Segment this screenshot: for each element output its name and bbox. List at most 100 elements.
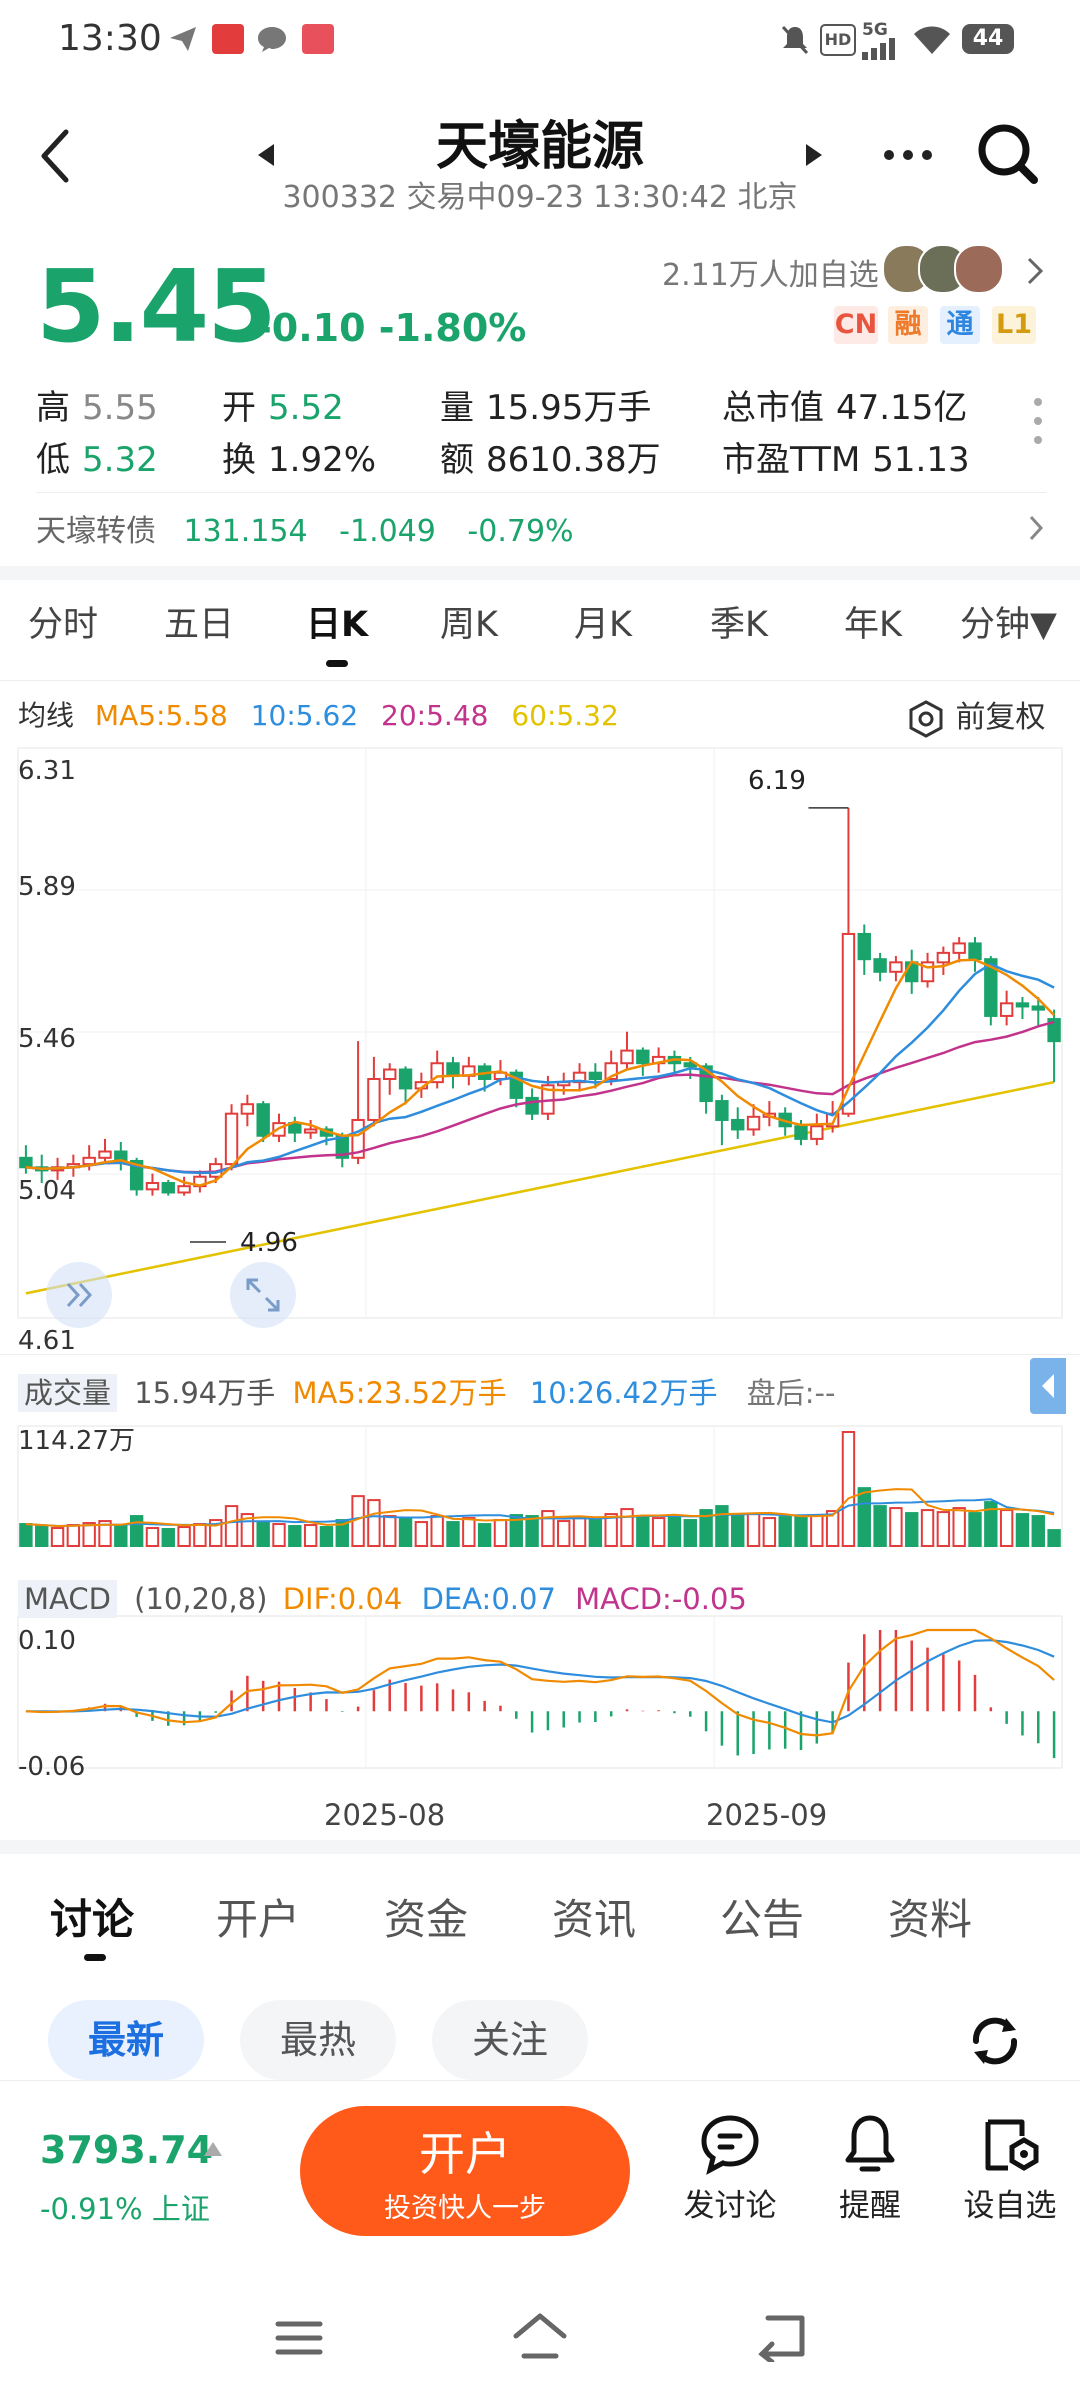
tab-open-account[interactable]: 开户 [216,1895,301,1944]
adjust-button[interactable]: 前复权 [906,692,1046,739]
open-account-button[interactable]: 开户 投资快人一步 [300,2106,630,2236]
search-icon[interactable] [976,122,1040,186]
convertible-bond-row[interactable]: 天壕转债 131.154 -1.049 -0.79% [36,506,574,550]
badge-l1[interactable]: L1 [992,306,1036,344]
tab-minute[interactable]: 分钟▼ [960,605,1057,645]
post-discussion-button[interactable]: 发讨论 [680,2112,780,2225]
tab-intraday[interactable]: 分时 [28,605,99,645]
volume-legend[interactable]: 成交量 15.94万手 MA5:23.52万手 10:26.42万手 盘后:-- [18,1370,835,1412]
candle-body [1047,1018,1061,1043]
macd-params: (10,20,8) [134,1582,268,1616]
kline-chart[interactable] [0,740,1080,1830]
next-stock-icon[interactable] [804,142,824,168]
badge-margin[interactable]: 融 [888,306,928,344]
back-nav-icon[interactable] [756,2312,810,2362]
volume-bar [667,1515,682,1547]
fullscreen-button[interactable] [230,1262,296,1328]
side-panel-toggle[interactable] [1030,1358,1066,1414]
tab-yearly-k[interactable]: 年K [844,605,902,645]
candle-body [715,1100,729,1121]
after-hours: 盘后:-- [746,1376,836,1410]
volume-bar [477,1523,492,1548]
candle-body [303,1128,318,1134]
candle-body [367,1077,381,1121]
filter-hot[interactable]: 最热 [240,2000,396,2080]
candle-body [224,1112,239,1166]
candle-body [256,1103,270,1137]
price-frame [17,747,1063,1319]
candle-body [446,1062,460,1077]
badge-cn[interactable]: CN [834,306,878,344]
stat-open: 开 5.52 [222,380,344,429]
volume-bar [778,1516,792,1548]
volume-bar [715,1505,729,1547]
volume-bar [303,1524,318,1548]
candle-body [636,1049,650,1065]
y-tick: 5.46 [18,1024,76,1054]
tab-announcements[interactable]: 公告 [720,1895,805,1944]
filter-following[interactable]: 关注 [432,2000,588,2080]
tab-discussion[interactable]: 讨论 [50,1895,135,1944]
ma60-value: 60:5.32 [511,699,619,732]
signal-icon [862,38,895,60]
macd-value: MACD:-0.05 [575,1582,747,1616]
stat-pe: 市盈TTM 51.13 [722,432,970,481]
macd-legend[interactable]: MACD (10,20,8) DIF:0.04 DEA:0.07 MACD:-0… [18,1580,747,1618]
watchers-count[interactable]: 2.11万人加自选 [662,258,879,293]
candle-body [794,1125,808,1140]
bond-pct: -0.79% [467,514,574,549]
home-icon[interactable] [510,2310,570,2364]
candle-body [731,1118,745,1131]
candle-body [620,1049,634,1065]
expand-left-button[interactable] [46,1262,112,1328]
more-icon[interactable] [882,148,934,162]
tab-quarterly-k[interactable]: 季K [710,605,768,645]
candle-body [699,1065,713,1103]
index-value[interactable]: 3793.74 [40,2128,214,2172]
stat-high: 高 5.55 [36,380,158,429]
watcher-avatars[interactable] [882,244,1008,294]
back-arrow-icon[interactable] [36,128,76,184]
ma10-line [25,962,1055,1175]
tab-funds[interactable]: 资金 [384,1895,469,1944]
alert-button[interactable]: 提醒 [820,2112,920,2225]
stat-label: 开 [222,388,256,428]
volume-bar [936,1511,951,1547]
chevron-right-icon[interactable] [1028,514,1044,542]
volume-bar [620,1508,634,1547]
tab-monthly-k[interactable]: 月K [574,605,632,645]
index-name: 上证 [151,2192,210,2226]
prev-stock-icon[interactable] [256,142,276,168]
tab-weekly-k[interactable]: 周K [440,605,498,645]
tab-daily-k[interactable]: 日K [306,605,369,645]
candle-body [920,961,935,983]
volume-bar [810,1514,824,1547]
y-tick: 5.04 [18,1176,76,1206]
volume-bar [129,1515,144,1547]
volume-bar [177,1526,191,1548]
volume-bar [398,1517,413,1548]
stat-label: 总市值 [722,388,824,428]
filter-latest[interactable]: 最新 [48,2000,204,2080]
more-vertical-icon[interactable] [1032,396,1044,446]
volume-bar [857,1487,871,1547]
ma20-line [25,1020,1055,1174]
volume-bar [604,1513,618,1548]
page-title: 天壕能源 [435,117,644,177]
volume-ma5-line [25,1488,1055,1528]
volume-bar [920,1509,935,1548]
tab-five-day[interactable]: 五日 [164,605,235,645]
menu-icon[interactable] [274,2318,324,2358]
ma5-line [25,958,1056,1187]
refresh-icon[interactable] [962,2008,1028,2074]
chat-edit-icon [701,2115,759,2175]
candle-body [984,958,998,1017]
add-watchlist-button[interactable]: 设自选 [958,2112,1062,2225]
candle-body [145,1182,160,1191]
ma-legend[interactable]: 均线 MA5:5.58 10:5.62 20:5.48 60:5.32 [18,694,619,734]
tab-profile[interactable]: 资料 [888,1895,973,1944]
badge-connect[interactable]: 通 [940,306,980,344]
x-tick: 2025-09 [706,1798,828,1832]
chevron-right-icon[interactable] [1026,256,1044,286]
tab-news[interactable]: 资讯 [552,1895,637,1944]
